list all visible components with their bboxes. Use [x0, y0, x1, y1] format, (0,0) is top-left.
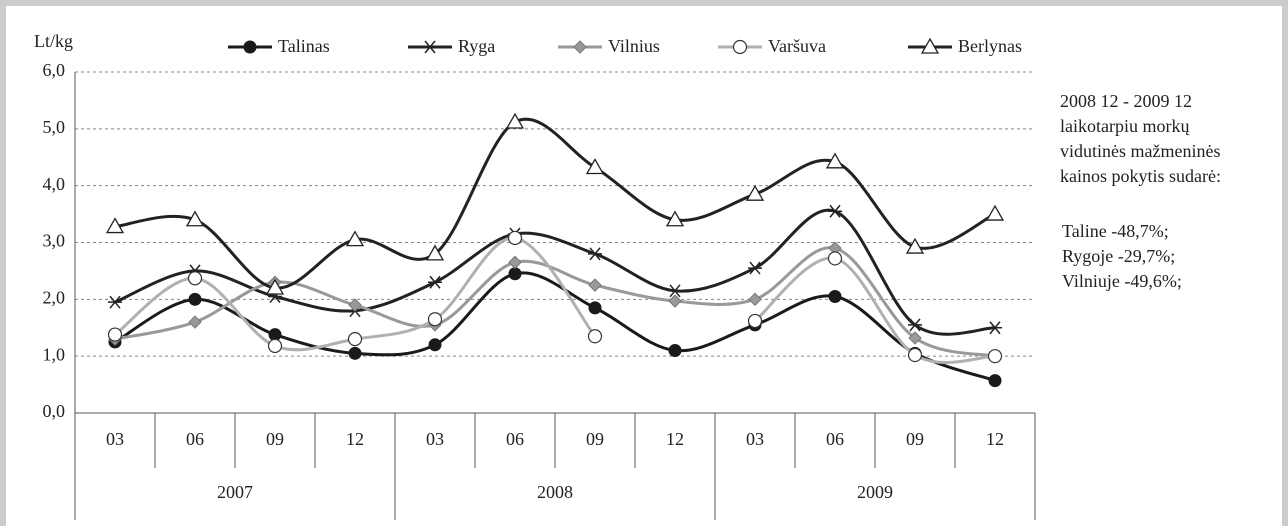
x-tick-label: 03 [426, 429, 444, 449]
legend-label: Vilnius [608, 36, 660, 56]
marker [908, 331, 922, 345]
marker [745, 184, 765, 201]
marker [825, 152, 845, 169]
marker [587, 329, 603, 344]
marker [105, 217, 125, 234]
marker [588, 247, 602, 261]
x-tick-label: 06 [826, 429, 844, 449]
series-line [114, 117, 996, 290]
marker [827, 251, 843, 266]
marker [267, 338, 283, 354]
legend-label: Talinas [278, 36, 330, 56]
marker [428, 338, 442, 352]
series-line [114, 208, 996, 336]
marker [828, 289, 842, 303]
annotation: laikotarpiu morkų [1060, 116, 1190, 136]
annotation: kainos pokytis sudarė: [1060, 166, 1221, 186]
x-tick-label: 03 [746, 429, 764, 449]
x-tick-label: 12 [666, 429, 684, 449]
x-tick-label: 09 [586, 429, 604, 449]
marker [585, 158, 605, 175]
marker [748, 292, 762, 307]
y-tick-label: 3,0 [43, 231, 66, 251]
marker [348, 298, 362, 312]
x-tick-label: 09 [266, 429, 284, 449]
marker [345, 230, 365, 247]
annotation-value: Rygoje -29,7%; [1062, 246, 1175, 266]
annotation-value: Vilniuje -49,6%; [1062, 271, 1182, 291]
legend-label: Berlynas [958, 36, 1022, 56]
series-line [114, 246, 996, 358]
marker [243, 40, 257, 54]
y-axis-label: Lt/kg [34, 31, 73, 51]
marker [505, 112, 525, 129]
marker [588, 301, 602, 315]
marker [668, 284, 682, 298]
y-tick-label: 5,0 [43, 117, 66, 137]
marker [347, 332, 363, 347]
annotation-value: Taline -48,7%; [1062, 221, 1169, 241]
x-tick-label: 06 [506, 429, 524, 449]
x-tick-label: 03 [106, 429, 124, 449]
marker [905, 237, 925, 254]
marker [907, 347, 923, 363]
series-line [114, 236, 996, 364]
series-line [114, 271, 996, 383]
x-tick-label: 12 [346, 429, 364, 449]
marker [107, 327, 123, 342]
annotation: 2008 12 - 2009 12 [1060, 91, 1192, 111]
marker [588, 278, 602, 292]
year-label: 2007 [217, 482, 253, 502]
marker [185, 210, 205, 227]
marker [732, 39, 748, 55]
marker [573, 40, 587, 54]
marker [988, 321, 1002, 335]
y-tick-label: 1,0 [43, 344, 66, 364]
marker [188, 292, 202, 306]
marker [748, 261, 762, 275]
marker [425, 244, 445, 261]
x-tick-label: 09 [906, 429, 924, 449]
marker [348, 346, 362, 360]
marker [507, 230, 523, 246]
legend-label: Varšuva [768, 36, 826, 56]
marker [668, 343, 682, 357]
marker [908, 318, 922, 332]
x-tick-label: 12 [986, 429, 1004, 449]
y-tick-label: 6,0 [43, 60, 66, 80]
marker [108, 295, 122, 309]
marker [668, 294, 682, 308]
y-tick-label: 2,0 [43, 287, 66, 307]
marker [747, 313, 763, 329]
marker [427, 312, 443, 327]
marker [920, 37, 940, 54]
year-label: 2008 [537, 482, 573, 502]
x-tick-label: 06 [186, 429, 204, 449]
marker [423, 40, 437, 54]
marker [987, 349, 1003, 364]
marker [985, 204, 1005, 221]
marker [665, 210, 685, 227]
marker [828, 204, 842, 218]
marker [265, 278, 285, 295]
year-label: 2009 [857, 482, 893, 502]
marker [187, 271, 203, 286]
marker [508, 267, 522, 281]
y-tick-label: 4,0 [43, 174, 66, 194]
marker [188, 315, 202, 329]
annotation: vidutinės mažmeninės [1060, 141, 1220, 161]
y-tick-label: 0,0 [43, 401, 66, 421]
marker [508, 255, 522, 270]
marker [988, 374, 1002, 388]
legend-label: Ryga [458, 36, 495, 56]
marker [268, 328, 282, 342]
marker [428, 275, 442, 289]
